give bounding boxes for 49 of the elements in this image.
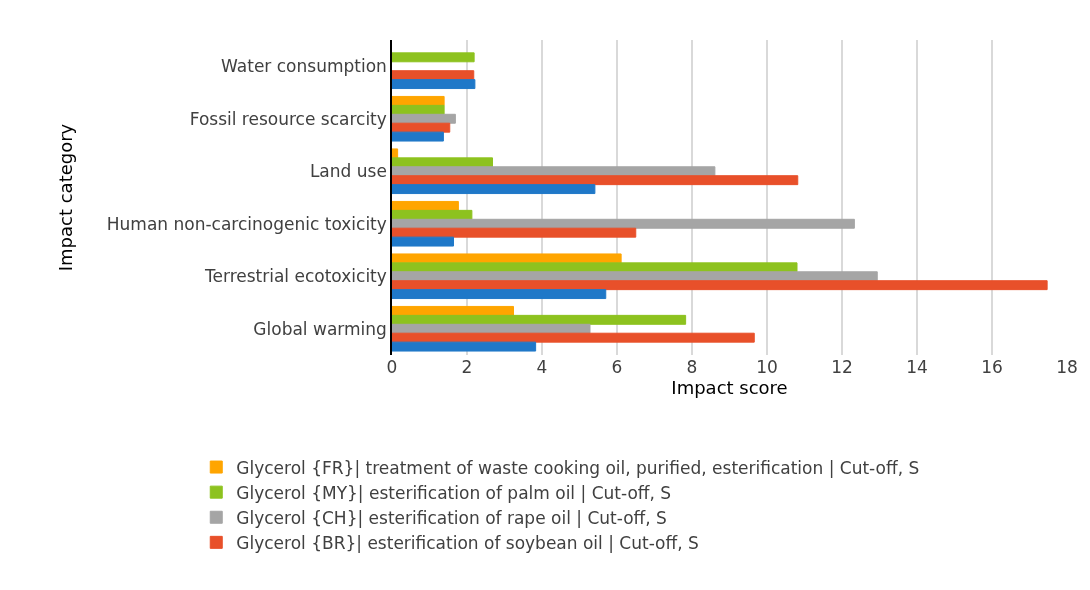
bar (392, 184, 596, 195)
bar (392, 332, 755, 343)
bar (392, 166, 716, 177)
bar (392, 95, 445, 106)
bar (392, 131, 444, 142)
x-tick-label: 12 (831, 357, 853, 377)
legend-label: Glycerol {CH}| esterification of rape oil | Cut-off, S (236, 507, 667, 528)
legend-label: Glycerol {BR}| esterification of soybean oil | Cut-off, S (236, 532, 699, 553)
x-tick-label: 16 (981, 357, 1003, 377)
bar (392, 280, 1048, 291)
bar (392, 305, 514, 316)
bar (392, 209, 473, 220)
x-axis-title: Impact score (671, 377, 788, 398)
x-tick-label: 0 (386, 357, 398, 377)
y-tick-label: Global warming (253, 318, 387, 339)
y-tick-label: Fossil resource scarcity (189, 108, 387, 129)
x-tick-label: 18 (1056, 357, 1078, 377)
bar (392, 79, 476, 90)
y-tick-label: Water consumption (221, 56, 387, 77)
bar (392, 314, 687, 325)
bar (392, 289, 607, 300)
bar (392, 271, 878, 282)
bar (392, 236, 454, 247)
bar (392, 113, 456, 124)
y-axis-title: Impact category (54, 123, 76, 272)
bar (392, 200, 459, 211)
x-tick-label: 6 (611, 357, 623, 377)
bar (392, 262, 798, 273)
legend-label: Glycerol {FR}| treatment of waste cooking oil, purified, esterification | Cut-off, S (236, 457, 920, 478)
bar (392, 253, 622, 264)
bar (392, 52, 475, 63)
bar (392, 218, 855, 229)
legend-label: Glycerol {MY}| esterification of palm oil | Cut-off, S (236, 482, 672, 503)
bar (392, 323, 591, 334)
y-tick-label: Land use (309, 161, 387, 182)
x-tick-label: 2 (461, 357, 473, 377)
bar (392, 157, 493, 168)
bar (392, 104, 445, 115)
bar (392, 70, 475, 81)
y-tick-label: Terrestrial ecotoxicity (204, 266, 387, 287)
y-tick-label: Human non-carcinogenic toxicity (106, 213, 387, 234)
bar (392, 227, 637, 238)
x-tick-label: 8 (686, 357, 698, 377)
x-tick-label: 14 (906, 357, 928, 377)
bar (392, 148, 399, 159)
x-tick-label: 4 (536, 357, 548, 377)
bar (392, 175, 799, 186)
x-tick-label: 10 (756, 357, 778, 377)
bar (392, 341, 537, 352)
